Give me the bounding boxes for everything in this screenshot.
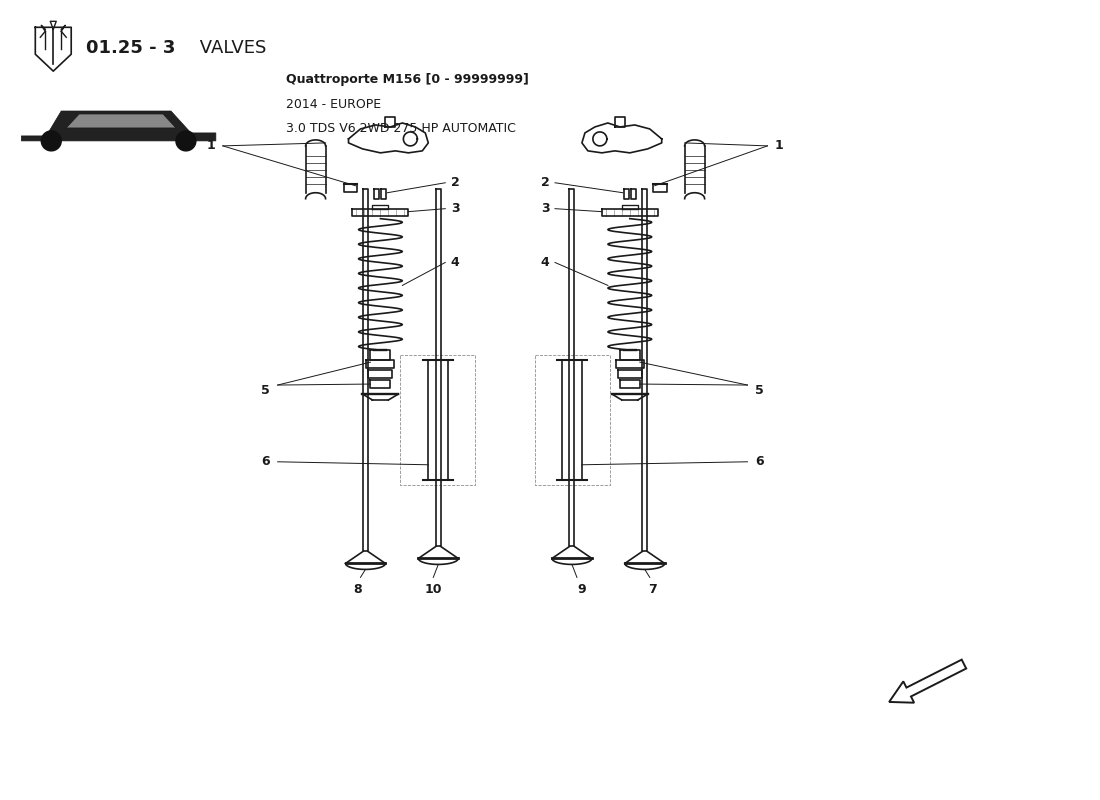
- FancyBboxPatch shape: [13, 71, 223, 146]
- Circle shape: [42, 131, 62, 151]
- Text: 7: 7: [648, 583, 657, 596]
- Text: Quattroporte M156 [0 - 99999999]: Quattroporte M156 [0 - 99999999]: [286, 73, 528, 86]
- Polygon shape: [66, 114, 176, 128]
- Text: 01.25 - 3: 01.25 - 3: [86, 39, 176, 58]
- Text: 4: 4: [451, 256, 460, 269]
- Text: 4: 4: [540, 256, 549, 269]
- Circle shape: [176, 131, 196, 151]
- FancyArrow shape: [889, 660, 966, 702]
- Text: 1: 1: [207, 139, 216, 152]
- Text: 9: 9: [578, 583, 586, 596]
- Text: 6: 6: [756, 455, 763, 468]
- Text: 8: 8: [353, 583, 362, 596]
- Polygon shape: [21, 111, 216, 141]
- Text: 6: 6: [262, 455, 270, 468]
- Text: 10: 10: [425, 583, 442, 596]
- Text: 3: 3: [451, 202, 460, 215]
- Text: 2014 - EUROPE: 2014 - EUROPE: [286, 98, 381, 110]
- Text: 1: 1: [776, 139, 784, 152]
- Text: VALVES: VALVES: [194, 39, 266, 58]
- Text: 3: 3: [541, 202, 549, 215]
- Text: 5: 5: [755, 383, 763, 397]
- Text: 3.0 TDS V6 2WD 275 HP AUTOMATIC: 3.0 TDS V6 2WD 275 HP AUTOMATIC: [286, 122, 516, 135]
- Text: 2: 2: [540, 176, 549, 190]
- Text: 2: 2: [451, 176, 460, 190]
- Text: 5: 5: [262, 383, 271, 397]
